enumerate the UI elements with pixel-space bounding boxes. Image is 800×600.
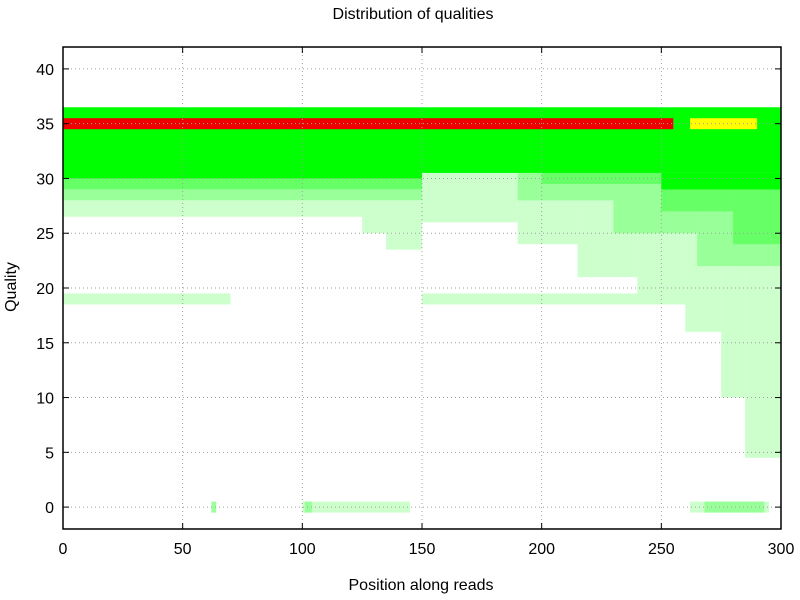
heatmap-band-pale [63,200,422,217]
heatmap-band-light [304,501,312,513]
y-tick-label: 10 [36,391,54,408]
y-tick-label: 35 [36,117,54,134]
heatmap-band-pale [302,501,411,513]
heatmap-band-layer [63,107,781,513]
y-tick-label: 30 [36,171,54,188]
x-tick-label: 0 [59,541,68,558]
x-tick-label: 250 [648,541,675,558]
x-tick-label: 150 [409,541,436,558]
chart-title: Distribution of qualities [333,6,494,23]
y-tick-label: 0 [45,500,54,517]
y-axis-label: Quality [3,262,20,312]
heatmap-band-peak [63,118,674,130]
heatmap-band-light [211,501,217,513]
grid-layer [63,47,781,529]
x-axis-label: Position along reads [349,577,494,594]
x-tick-label: 50 [174,541,192,558]
x-tick-label: 100 [289,541,316,558]
heatmap-band-pale [422,293,710,305]
heatmap-band-pale [422,172,518,223]
heatmap-band-light [63,189,422,201]
heatmap-band-core [661,172,781,190]
y-tick-label: 25 [36,226,54,243]
tick-layer: 0 50 100 150 200 250 300 0 5 10 15 20 25 30 35 40 [36,47,794,558]
heatmap-band-pale [386,233,422,250]
y-tick-label: 40 [36,62,54,79]
heatmap-band-mid [541,172,662,184]
x-tick-label: 300 [768,541,795,558]
x-tick-label: 200 [528,541,555,558]
heatmap-band-pale [63,293,231,305]
heatmap-band-pale [362,211,422,234]
y-tick-label: 15 [36,336,54,353]
y-tick-label: 5 [45,445,54,462]
y-tick-label: 20 [36,281,54,298]
heatmap-band-mid [63,178,422,190]
heatmap-band-light [704,501,765,513]
